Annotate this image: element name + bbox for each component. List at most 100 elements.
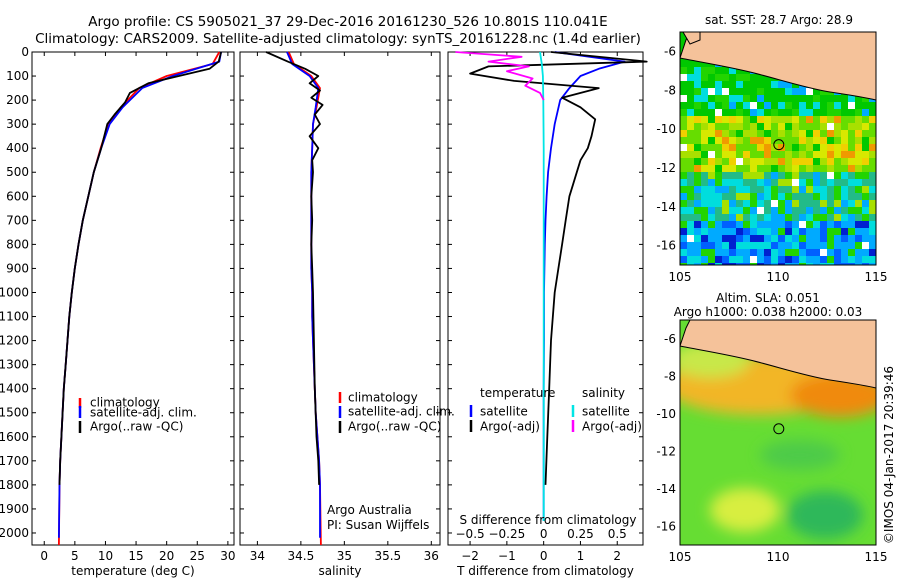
sst-cell — [813, 172, 820, 179]
sst-cell — [736, 242, 743, 249]
sst-cell — [715, 263, 722, 265]
sst-cell — [820, 207, 827, 214]
sst-cell — [694, 193, 701, 200]
x-top-tick-label: 0.25 — [567, 527, 594, 541]
sst-cell — [827, 116, 834, 123]
sst-cell — [834, 193, 841, 200]
sst-cell — [862, 109, 869, 116]
sst-cell — [736, 214, 743, 221]
sst-cell — [806, 109, 813, 116]
sst-cell — [820, 193, 827, 200]
sst-cell — [827, 102, 834, 109]
sst-cell — [736, 74, 743, 81]
sst-cell — [680, 144, 687, 151]
sst-cell — [694, 158, 701, 165]
sst-cell — [687, 88, 694, 95]
sst-cell — [792, 242, 799, 249]
sst-cell — [743, 95, 750, 102]
sst-cell — [778, 109, 785, 116]
sst-cell — [743, 256, 750, 263]
sst-cell — [771, 172, 778, 179]
sst-cell — [680, 207, 687, 214]
legend-label-argo: Argo(..raw -QC) — [90, 420, 183, 434]
temperature-legend: climatology satellite-adj. clim. Argo(..… — [78, 396, 197, 434]
sst-cell — [757, 249, 764, 256]
sst-cell — [694, 256, 701, 263]
sst-cell — [792, 263, 799, 265]
sst-cell — [785, 172, 792, 179]
sst-cell — [771, 249, 778, 256]
sst-cell — [778, 263, 785, 265]
sst-cell — [792, 95, 799, 102]
legend-title-temperature: temperature — [480, 386, 555, 400]
sst-cell — [743, 200, 750, 207]
sst-cell — [771, 242, 778, 249]
sst-cell — [827, 207, 834, 214]
sst-cell — [764, 88, 771, 95]
sst-cell — [708, 228, 715, 235]
sst-cell — [687, 137, 694, 144]
sst-cell — [827, 228, 834, 235]
sst-cell — [848, 235, 855, 242]
sumatra-landmass — [682, 32, 701, 45]
sst-cell — [792, 256, 799, 263]
sst-cell — [820, 256, 827, 263]
x-top-tick-label: −0.5 — [456, 527, 485, 541]
sla-y-tick-label: -14 — [656, 482, 676, 496]
sst-cell — [715, 130, 722, 137]
sst-cell — [820, 151, 827, 158]
sst-cell — [715, 207, 722, 214]
sst-cell — [855, 214, 862, 221]
sst-cell — [680, 151, 687, 158]
sst-cell — [855, 228, 862, 235]
sst-cell — [820, 144, 827, 151]
difference-panel-frame — [447, 51, 644, 546]
sst-cell — [834, 235, 841, 242]
sst-cell — [757, 263, 764, 265]
sst-cell — [848, 214, 855, 221]
sst-cell — [862, 151, 869, 158]
sst-cell — [764, 186, 771, 193]
sst-cell — [764, 81, 771, 88]
sst-y-tick-label: -10 — [656, 122, 676, 136]
sst-cell — [680, 95, 687, 102]
sst-cell — [799, 263, 806, 265]
sst-cell — [750, 81, 757, 88]
sst-cell — [827, 214, 834, 221]
sst-cell — [813, 151, 820, 158]
sst-cell — [722, 242, 729, 249]
sst-cell — [722, 151, 729, 158]
sst-cell — [813, 116, 820, 123]
sst-cell — [750, 256, 757, 263]
sst-cell — [813, 109, 820, 116]
sst-cell — [792, 249, 799, 256]
salinity-panel-frame — [239, 51, 441, 546]
sst-cell — [848, 130, 855, 137]
sst-cell — [687, 74, 694, 81]
sst-cell — [771, 137, 778, 144]
x-tick-label: 5 — [71, 549, 79, 563]
sst-cell — [841, 165, 848, 172]
sst-cell — [841, 137, 848, 144]
sst-cell — [687, 130, 694, 137]
sst-cell — [694, 263, 701, 265]
sst-cell — [757, 137, 764, 144]
sst-cell — [827, 137, 834, 144]
sst-cell — [792, 137, 799, 144]
sst-cell — [715, 228, 722, 235]
sla-map-subtitle: Argo h1000: 0.038 h2000: 0.03 — [674, 305, 863, 319]
sst-cell — [694, 200, 701, 207]
sst-cell — [764, 158, 771, 165]
sst-x-tick-label: 115 — [865, 270, 888, 284]
sla-low-patch — [787, 491, 863, 539]
sst-cell — [792, 130, 799, 137]
sst-cell — [743, 263, 750, 265]
sst-cell — [694, 123, 701, 130]
sst-cell — [848, 158, 855, 165]
sst-cell — [757, 144, 764, 151]
sst-cell — [694, 235, 701, 242]
sst-cell — [764, 249, 771, 256]
sst-cell — [806, 179, 813, 186]
sst-cell — [792, 116, 799, 123]
sst-cell — [834, 151, 841, 158]
